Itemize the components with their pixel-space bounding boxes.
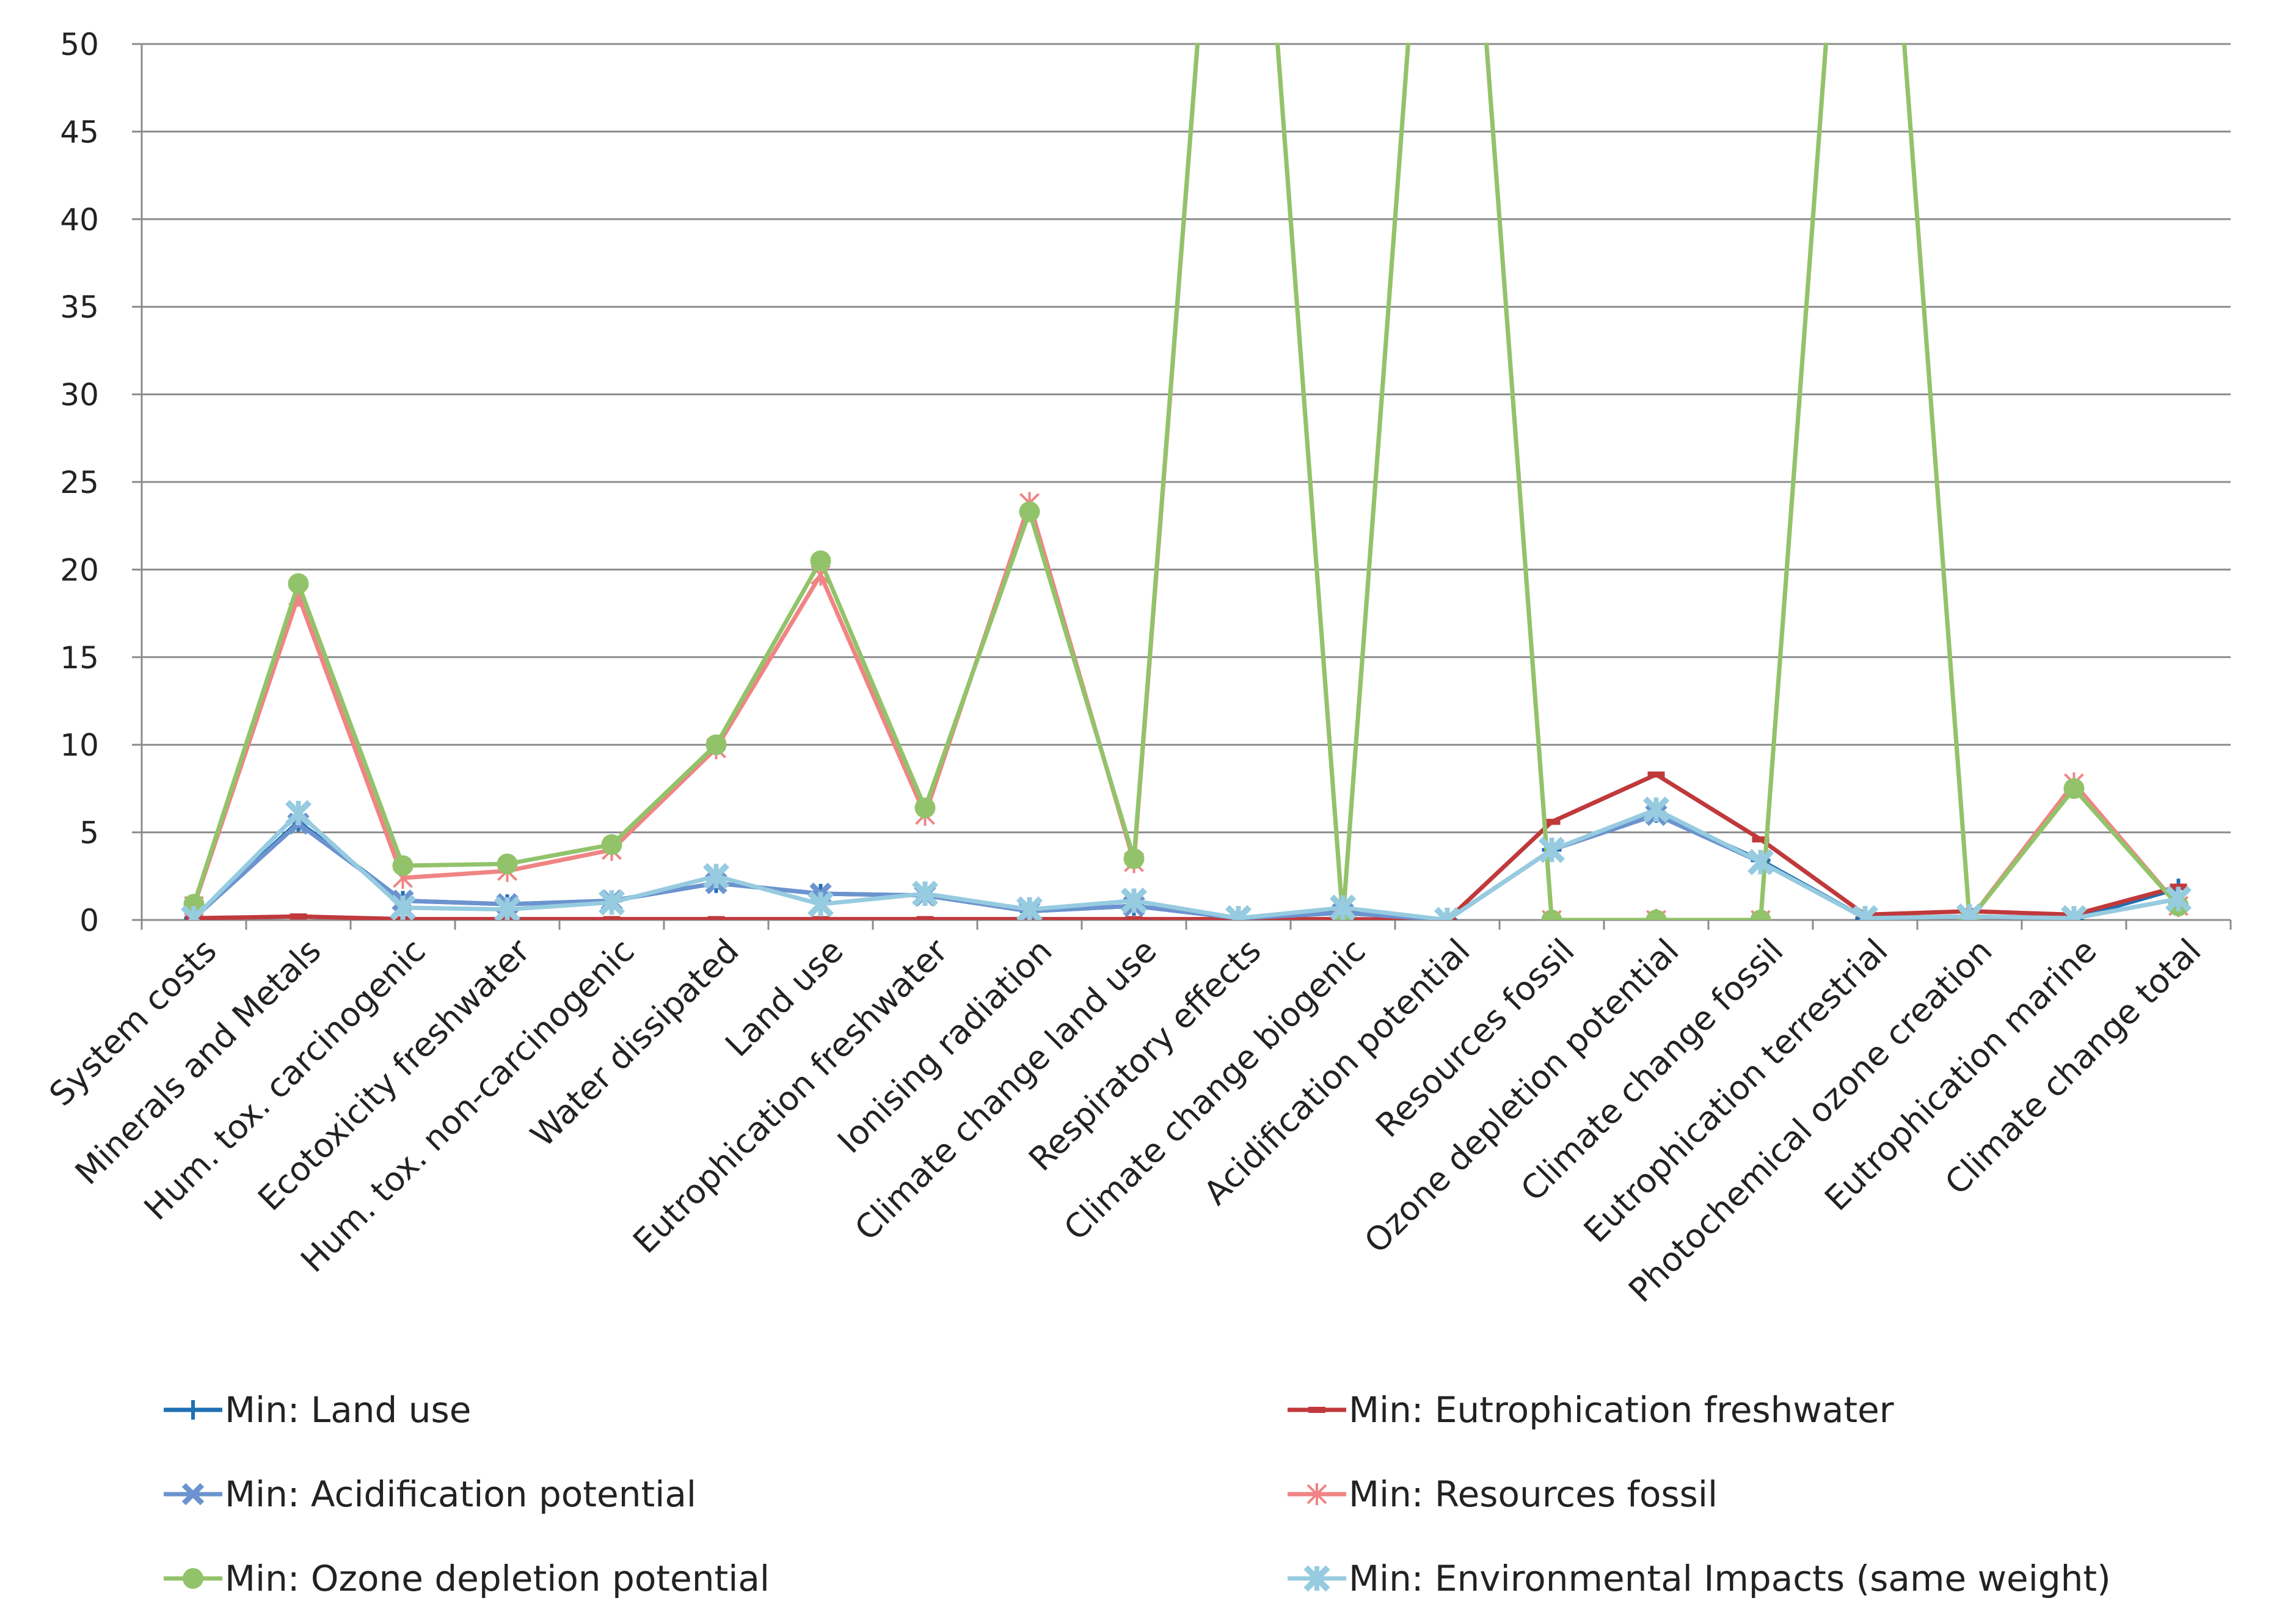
data-point (1645, 910, 1667, 920)
y-tick-label: 10 (60, 728, 99, 763)
gridlines (142, 43, 2231, 834)
legend-label: Min: Land use (225, 1389, 471, 1431)
data-point (2165, 886, 2192, 913)
data-point (705, 734, 727, 756)
data-point (1329, 894, 1357, 920)
y-tick-label: 0 (79, 903, 99, 938)
data-point (810, 550, 831, 572)
y-tick-label: 50 (60, 27, 99, 62)
legend-label: Min: Resources fossil (1349, 1473, 1718, 1515)
series-line (192, 812, 2179, 920)
data-point (1541, 910, 1562, 920)
y-tick-label: 40 (60, 202, 99, 238)
legend-label: Min: Acidification potential (225, 1473, 696, 1515)
y-tick-labels: 0 5 10 15 20 25 30 35 40 45 50 (60, 27, 99, 938)
legend-label: Min: Eutrophication freshwater (1349, 1389, 1894, 1431)
data-point (180, 905, 208, 920)
legend-label: Min: Ozone depletion potential (225, 1558, 770, 1599)
data-point (288, 573, 309, 594)
legend: Min: Land use Min: Eutrophication freshwa… (164, 1389, 2111, 1599)
y-tick-label: 20 (60, 552, 99, 588)
data-point (1120, 887, 1148, 914)
data-point (1016, 896, 1043, 920)
data-point (497, 853, 518, 875)
y-tick-label: 25 (60, 465, 99, 500)
y-tick-label: 35 (60, 290, 99, 325)
series-line (194, 772, 2179, 920)
data-point (389, 894, 417, 920)
legend-label: Min: Environmental Impacts (same weight) (1349, 1558, 2111, 1599)
data-point (1538, 836, 1565, 863)
y-tick-label: 30 (60, 378, 99, 413)
series-line (192, 43, 2181, 920)
series-group (180, 43, 2192, 920)
data-point (285, 800, 312, 826)
series-line (192, 43, 2181, 920)
data-point (1225, 905, 1252, 920)
data-point (914, 797, 936, 819)
data-point (1434, 907, 1461, 920)
data-point (2060, 905, 2088, 920)
data-point (1642, 796, 1670, 823)
legend-item: Min: Ozone depletion potential (164, 1558, 770, 1599)
legend-item: Min: Land use (164, 1389, 471, 1431)
data-point (911, 880, 939, 907)
data-point (1851, 905, 1879, 920)
legend-item: Min: Environmental Impacts (same weight) (1288, 1558, 2111, 1599)
y-tick-label: 5 (79, 815, 99, 851)
data-point (1019, 501, 1040, 522)
legend-marker (1303, 1565, 1330, 1592)
series-3 (184, 43, 2188, 920)
legend-marker (183, 1568, 203, 1589)
data-point (2063, 778, 2085, 799)
data-point (1747, 848, 1774, 875)
series-4 (183, 43, 2189, 920)
data-point (392, 855, 414, 877)
data-point (1123, 848, 1145, 869)
legend-item: Min: Eutrophication freshwater (1288, 1389, 1894, 1431)
legend-marker (183, 1400, 203, 1420)
data-point (598, 889, 625, 916)
data-point (1956, 903, 1983, 920)
series-1 (185, 771, 2187, 920)
y-tick-label: 15 (60, 640, 99, 676)
series-line (192, 807, 2179, 920)
data-point (1750, 910, 1771, 920)
y-tick-label: 45 (60, 114, 99, 150)
legend-marker (1307, 1483, 1327, 1505)
data-point (601, 834, 622, 855)
series-5 (180, 796, 2192, 920)
legend-marker (181, 1483, 205, 1506)
data-point (494, 896, 521, 920)
legend-item: Min: Acidification potential (164, 1473, 696, 1515)
x-tick-label: Resources fossil (1368, 932, 1581, 1145)
legend-item: Min: Resources fossil (1288, 1473, 1718, 1515)
data-point (702, 863, 730, 889)
data-point (807, 891, 834, 918)
